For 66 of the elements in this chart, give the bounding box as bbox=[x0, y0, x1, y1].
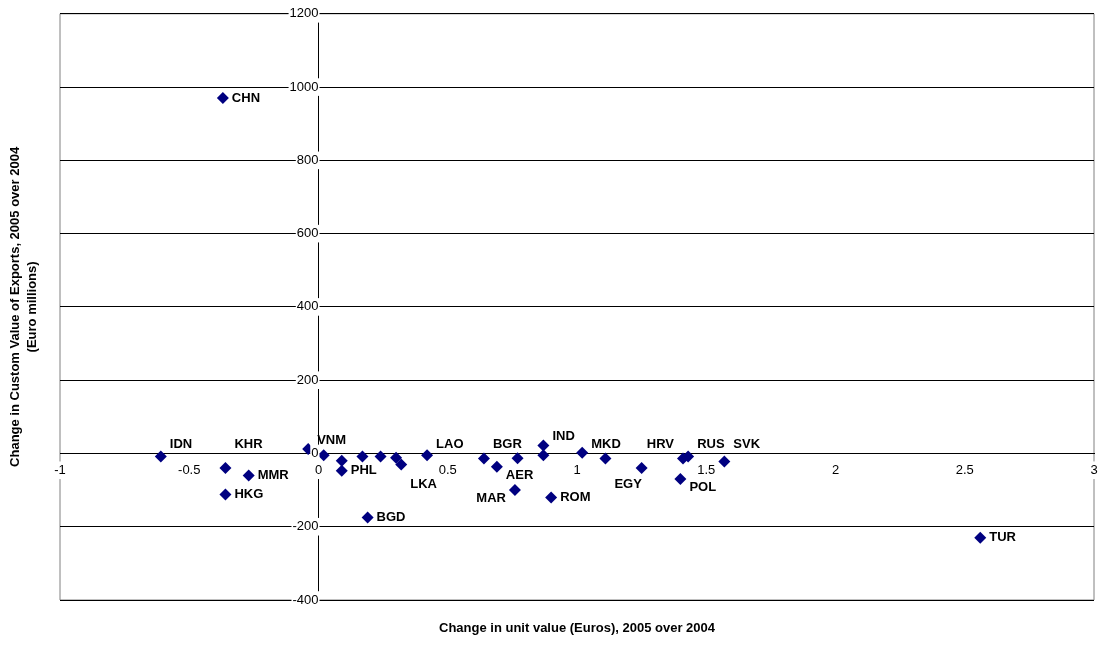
x-tick-label: -1 bbox=[54, 461, 66, 477]
data-label: KHR bbox=[234, 435, 264, 451]
data-label: CHN bbox=[231, 89, 261, 105]
point bbox=[576, 446, 589, 459]
y-tick-label: 200 bbox=[296, 371, 319, 387]
point bbox=[537, 439, 550, 452]
data-label: IDN bbox=[169, 435, 193, 451]
point bbox=[219, 488, 232, 501]
x-tick-label: 2 bbox=[831, 461, 840, 477]
x-tick-label: -0.5 bbox=[178, 461, 201, 477]
point bbox=[537, 449, 550, 462]
y-tick-label: 1200 bbox=[289, 5, 319, 21]
point bbox=[511, 452, 524, 465]
data-label: HKG bbox=[234, 486, 264, 502]
data-label: LKA bbox=[410, 475, 438, 491]
data-label: RUS bbox=[697, 435, 725, 451]
y-tick-label: -400 bbox=[292, 591, 319, 607]
data-label: EGY bbox=[614, 475, 643, 491]
point bbox=[421, 449, 434, 462]
data-label: LAO bbox=[436, 435, 464, 451]
x-tick-label: 1.5 bbox=[697, 461, 716, 477]
data-label: PHL bbox=[350, 462, 377, 478]
point bbox=[216, 92, 229, 105]
x-tick-label: 0.5 bbox=[438, 461, 457, 477]
data-label: MMR bbox=[257, 467, 290, 483]
y-tick-label: -200 bbox=[292, 518, 319, 534]
point bbox=[219, 462, 232, 475]
x-tick-label: 2.5 bbox=[955, 461, 974, 477]
point bbox=[395, 458, 408, 471]
data-label: POL bbox=[689, 479, 717, 495]
data-label: ROM bbox=[560, 488, 591, 504]
point bbox=[490, 460, 503, 473]
point bbox=[674, 473, 687, 486]
point bbox=[599, 452, 612, 465]
data-label: BGD bbox=[376, 509, 406, 525]
point bbox=[635, 462, 648, 475]
point bbox=[974, 531, 987, 544]
data-label: MAR bbox=[476, 490, 507, 506]
point bbox=[154, 450, 167, 463]
y-tick-label: 1000 bbox=[289, 78, 319, 94]
data-label: SVK bbox=[733, 435, 761, 451]
point bbox=[356, 450, 369, 463]
y-tick-label: 800 bbox=[296, 151, 319, 167]
data-label: IND bbox=[552, 428, 575, 444]
y-tick-label: 600 bbox=[296, 225, 319, 241]
point bbox=[335, 454, 348, 467]
point bbox=[545, 491, 558, 504]
data-label: AER bbox=[505, 466, 534, 482]
point bbox=[390, 451, 403, 464]
data-label: MKD bbox=[591, 435, 621, 451]
point bbox=[508, 484, 521, 497]
point bbox=[361, 511, 374, 524]
y-axis-title: Change in Custom Value of Exports, 2005 over 2004 (Euro millions) bbox=[6, 146, 39, 467]
data-label: TUR bbox=[989, 529, 1017, 545]
y-tick-label: 400 bbox=[296, 298, 319, 314]
y-tick-label: 0 bbox=[311, 445, 319, 461]
x-axis-title: Change in unit value (Euros), 2005 over 2004 bbox=[439, 620, 716, 635]
point bbox=[374, 450, 387, 463]
data-label: HRV bbox=[646, 435, 675, 451]
point bbox=[335, 464, 348, 477]
x-tick-label: 3 bbox=[1090, 461, 1098, 477]
x-tick-label: 1 bbox=[573, 461, 581, 477]
point bbox=[242, 469, 255, 482]
point bbox=[718, 455, 731, 468]
point bbox=[477, 452, 490, 465]
data-label: BGR bbox=[492, 435, 523, 451]
